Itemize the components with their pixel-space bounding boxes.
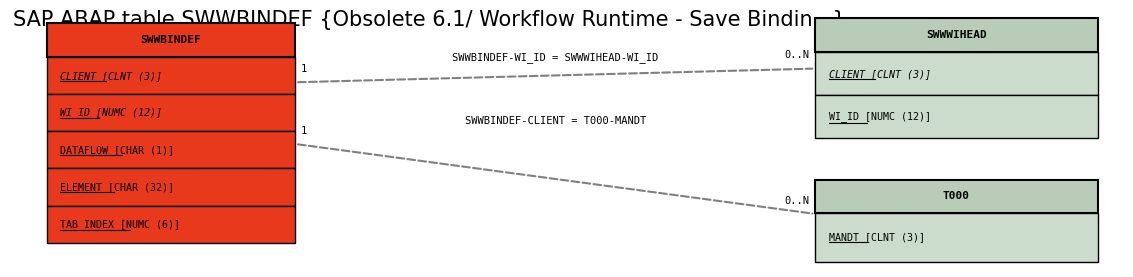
Text: WI_ID [NUMC (12)]: WI_ID [NUMC (12)]: [60, 107, 162, 118]
Text: ELEMENT [CHAR (32)]: ELEMENT [CHAR (32)]: [60, 182, 174, 192]
Text: WI_ID [NUMC (12)]: WI_ID [NUMC (12)]: [828, 112, 930, 122]
Bar: [815, 95, 1098, 138]
Text: SWWBINDEF: SWWBINDEF: [140, 35, 202, 45]
Bar: [46, 131, 296, 168]
Text: 0..N: 0..N: [784, 196, 809, 206]
Bar: [815, 212, 1098, 262]
Text: SWWBINDEF-CLIENT = T000-MANDT: SWWBINDEF-CLIENT = T000-MANDT: [465, 116, 646, 126]
Text: SWWWIHEAD: SWWWIHEAD: [926, 30, 987, 40]
Text: 0..N: 0..N: [784, 50, 809, 60]
Bar: [46, 168, 296, 206]
Text: DATAFLOW [CHAR (1)]: DATAFLOW [CHAR (1)]: [60, 145, 174, 155]
Bar: [46, 23, 296, 57]
Text: CLIENT [CLNT (3)]: CLIENT [CLNT (3)]: [60, 71, 162, 81]
Text: 1: 1: [301, 126, 307, 136]
Text: T000: T000: [943, 191, 970, 201]
Text: 1: 1: [301, 64, 307, 74]
Bar: [815, 18, 1098, 52]
Text: MANDT [CLNT (3)]: MANDT [CLNT (3)]: [828, 232, 925, 242]
Text: SWWBINDEF-WI_ID = SWWWIHEAD-WI_ID: SWWBINDEF-WI_ID = SWWWIHEAD-WI_ID: [452, 52, 658, 63]
Bar: [815, 179, 1098, 212]
Text: SAP ABAP table SWWBINDEF {Obsolete 6.1/ Workflow Runtime - Save Bindin...}: SAP ABAP table SWWBINDEF {Obsolete 6.1/ …: [12, 10, 845, 30]
Bar: [46, 57, 296, 94]
Text: CLIENT [CLNT (3)]: CLIENT [CLNT (3)]: [828, 69, 930, 79]
Bar: [46, 206, 296, 243]
Text: TAB_INDEX [NUMC (6)]: TAB_INDEX [NUMC (6)]: [60, 219, 180, 230]
Bar: [46, 94, 296, 131]
Bar: [815, 52, 1098, 95]
